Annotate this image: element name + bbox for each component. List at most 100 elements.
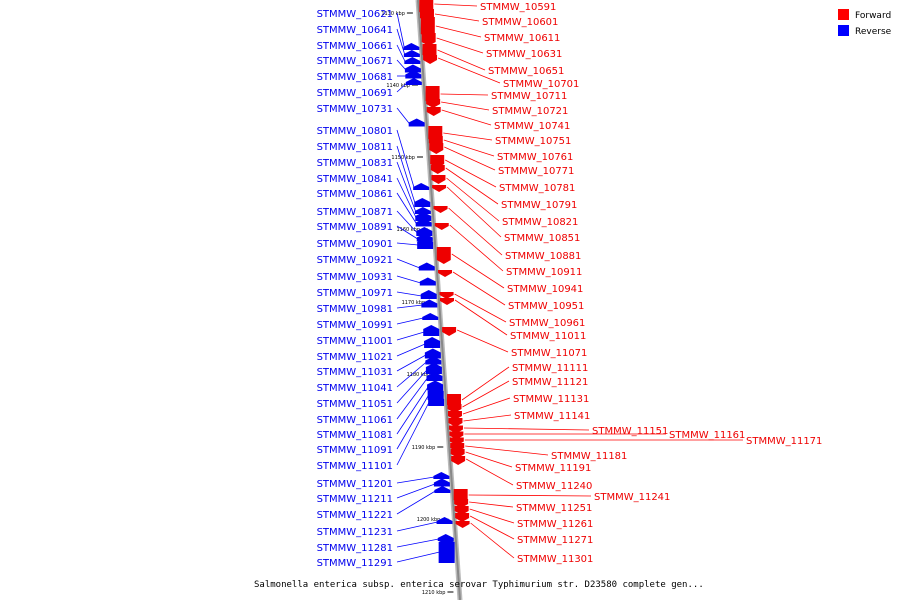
forward-gene-shape: [423, 55, 438, 64]
reverse-gene-label[interactable]: STMMW_11281: [317, 543, 393, 554]
forward-gene-label[interactable]: STMMW_11271: [517, 535, 593, 546]
forward-gene-shape: [451, 456, 466, 465]
forward-gene-label[interactable]: STMMW_10741: [494, 121, 570, 132]
reverse-gene-label[interactable]: STMMW_11061: [317, 415, 393, 426]
forward-gene-label[interactable]: STMMW_10601: [482, 17, 558, 28]
forward-gene-label[interactable]: STMMW_11131: [513, 394, 589, 405]
forward-gene-label[interactable]: STMMW_10881: [505, 251, 581, 262]
reverse-gene-label[interactable]: STMMW_10811: [317, 142, 393, 153]
leader-line: [454, 299, 508, 336]
forward-gene-label[interactable]: STMMW_11121: [512, 377, 588, 388]
reverse-gene-label[interactable]: STMMW_11041: [317, 383, 393, 394]
reverse-gene-label[interactable]: STMMW_11101: [317, 461, 393, 472]
reverse-gene-label[interactable]: STMMW_10671: [317, 56, 393, 67]
leader-line: [469, 508, 515, 524]
leader-line: [451, 253, 505, 289]
reverse-gene-label[interactable]: STMMW_10971: [317, 288, 393, 299]
forward-gene-label[interactable]: STMMW_10751: [495, 136, 571, 147]
reverse-gene-label[interactable]: STMMW_10801: [317, 126, 393, 137]
reverse-gene-label[interactable]: STMMW_11221: [317, 510, 393, 521]
reverse-gene-label[interactable]: STMMW_10991: [317, 320, 393, 331]
reverse-gene-label[interactable]: STMMW_11091: [317, 445, 393, 456]
forward-gene-label[interactable]: STMMW_10821: [502, 217, 578, 228]
forward-gene-label[interactable]: STMMW_11261: [517, 519, 593, 530]
forward-gene-label[interactable]: STMMW_10611: [484, 33, 560, 44]
forward-gene-label[interactable]: STMMW_11171: [746, 436, 822, 447]
reverse-gene-label[interactable]: STMMW_11031: [317, 367, 393, 378]
forward-gene-label[interactable]: STMMW_10761: [497, 152, 573, 163]
reverse-gene-label[interactable]: STMMW_10871: [317, 207, 393, 218]
reverse-gene-shape: [437, 534, 454, 541]
reverse-gene-label[interactable]: STMMW_10621: [317, 9, 393, 20]
forward-gene-label[interactable]: STMMW_10701: [503, 79, 579, 90]
forward-gene-label[interactable]: STMMW_10631: [486, 49, 562, 60]
reverse-gene-label[interactable]: STMMW_10691: [317, 88, 393, 99]
reverse-gene-shape: [405, 78, 422, 85]
forward-gene-label[interactable]: STMMW_10771: [498, 166, 574, 177]
leader-line: [470, 522, 515, 559]
tick-label: 1180 kbp: [407, 372, 431, 378]
reverse-gene-label[interactable]: STMMW_10931: [317, 272, 393, 283]
reverse-gene-label[interactable]: STMMW_10641: [317, 25, 393, 36]
leader-line: [396, 538, 439, 548]
reverse-gene-label[interactable]: STMMW_11001: [317, 336, 393, 347]
forward-gene-label[interactable]: STMMW_11161: [669, 430, 745, 441]
leader-line: [465, 451, 513, 468]
reverse-gene-label[interactable]: STMMW_10901: [317, 239, 393, 250]
forward-gene-label[interactable]: STMMW_11241: [594, 492, 670, 503]
forward-gene-shape: [433, 206, 448, 213]
forward-gene-label[interactable]: STMMW_10781: [499, 183, 575, 194]
reverse-gene-label[interactable]: STMMW_10831: [317, 158, 393, 169]
tick-label: 1140 kbp: [386, 83, 410, 89]
reverse-gene-label[interactable]: STMMW_11231: [317, 527, 393, 538]
leader-line: [396, 258, 420, 269]
forward-gene-label[interactable]: STMMW_10911: [506, 267, 582, 278]
forward-gene-label[interactable]: STMMW_11181: [551, 451, 627, 462]
reverse-gene-label[interactable]: STMMW_11211: [317, 494, 393, 505]
forward-gene-label[interactable]: STMMW_11301: [517, 554, 593, 565]
forward-gene-label[interactable]: STMMW_11251: [516, 503, 592, 514]
reverse-gene-label[interactable]: STMMW_10921: [317, 255, 393, 266]
forward-gene-label[interactable]: STMMW_10651: [488, 66, 564, 77]
reverse-gene-label[interactable]: STMMW_11051: [317, 399, 393, 410]
forward-gene-label[interactable]: STMMW_10591: [480, 2, 556, 13]
forward-gene-shape: [421, 33, 436, 46]
forward-gene-label[interactable]: STMMW_10791: [501, 200, 577, 211]
reverse-gene-shape: [419, 277, 436, 286]
leader-line: [396, 177, 417, 219]
reverse-gene-shape: [420, 290, 437, 299]
reverse-gene-shape: [404, 57, 421, 64]
reverse-gene-label[interactable]: STMMW_10891: [317, 222, 393, 233]
reverse-gene-label[interactable]: STMMW_10681: [317, 72, 393, 83]
reverse-gene-label[interactable]: STMMW_10861: [317, 189, 393, 200]
reverse-gene-label[interactable]: STMMW_11021: [317, 352, 393, 363]
reverse-gene-label[interactable]: STMMW_10841: [317, 174, 393, 185]
leader-line: [396, 386, 429, 435]
forward-gene-label[interactable]: STMMW_10721: [492, 106, 568, 117]
reverse-gene-label[interactable]: STMMW_11201: [317, 479, 393, 490]
leader-line: [468, 494, 592, 497]
reverse-gene-label[interactable]: STMMW_10731: [317, 104, 393, 115]
forward-gene-label[interactable]: STMMW_11191: [515, 463, 591, 474]
forward-gene-label[interactable]: STMMW_10961: [509, 318, 585, 329]
leader-line: [462, 397, 511, 415]
reverse-gene-label[interactable]: STMMW_11081: [317, 430, 393, 441]
reverse-gene-label[interactable]: STMMW_10661: [317, 41, 393, 52]
forward-gene-label[interactable]: STMMW_10941: [507, 284, 583, 295]
forward-gene-label[interactable]: STMMW_11151: [592, 426, 668, 437]
forward-gene-shape: [454, 499, 469, 508]
forward-gene-label[interactable]: STMMW_11141: [514, 411, 590, 422]
leader-line: [434, 3, 478, 7]
leader-line: [469, 515, 515, 540]
reverse-gene-label[interactable]: STMMW_11291: [317, 558, 393, 569]
forward-gene-label[interactable]: STMMW_10851: [504, 233, 580, 244]
forward-gene-label[interactable]: STMMW_11011: [510, 331, 586, 342]
forward-gene-label[interactable]: STMMW_11240: [516, 481, 592, 492]
reverse-gene-label[interactable]: STMMW_10981: [317, 304, 393, 315]
leader-line: [396, 317, 424, 325]
forward-gene-label[interactable]: STMMW_11071: [511, 348, 587, 359]
forward-gene-label[interactable]: STMMW_10951: [508, 301, 584, 312]
forward-gene-label[interactable]: STMMW_10711: [491, 91, 567, 102]
leader-line: [396, 192, 418, 225]
forward-gene-label[interactable]: STMMW_11111: [512, 363, 588, 374]
